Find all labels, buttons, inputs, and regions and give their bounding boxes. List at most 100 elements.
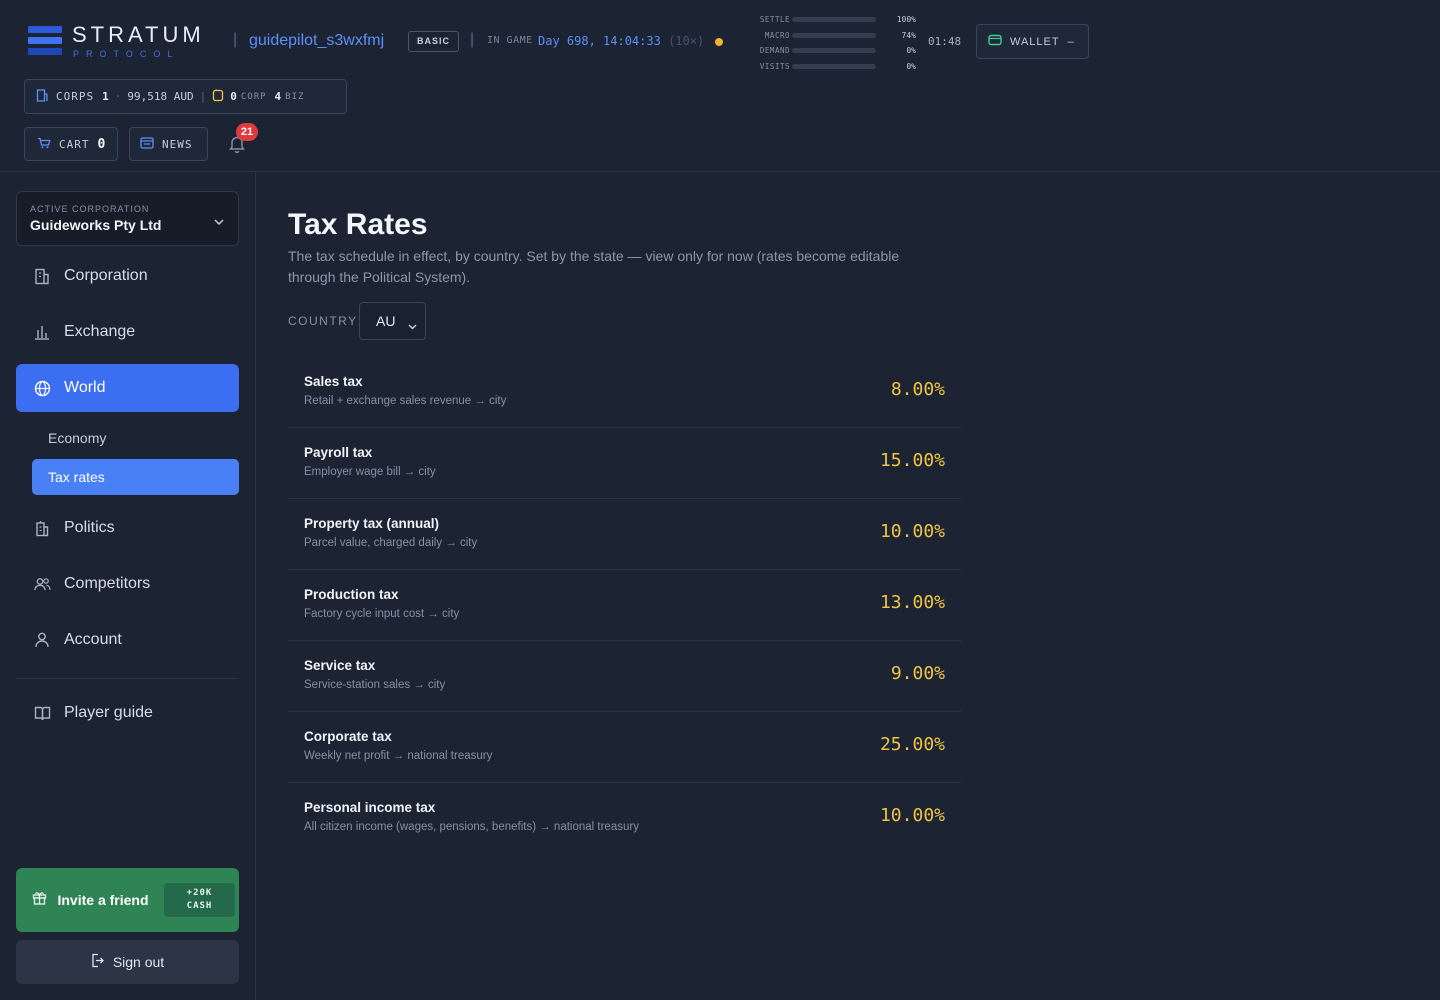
sign-out-icon <box>91 953 104 971</box>
sidebar-item-corporation[interactable]: Corporation <box>16 252 239 300</box>
tax-rate: 10.00% <box>879 521 945 542</box>
sidebar-item-label: Exchange <box>64 323 136 340</box>
tax-name: Payroll tax <box>304 445 373 460</box>
biz-token-count: 4 <box>274 90 282 103</box>
sidebar-item-label: World <box>64 379 106 396</box>
active-corporation-caption: ACTIVE CORPORATION <box>30 204 150 214</box>
meter-label: DEMAND <box>759 46 790 56</box>
tax-row-property: Property tax (annual) Parcel value, char… <box>288 499 961 570</box>
news-icon <box>140 136 154 152</box>
globe-icon <box>33 379 51 397</box>
tax-description: All citizen income (wages, pensions, ben… <box>304 821 639 833</box>
logo-subtitle: PROTOCOL <box>73 49 180 59</box>
tax-name: Service tax <box>304 658 376 673</box>
sidebar-item-player-guide[interactable]: Player guide <box>16 689 239 737</box>
sidebar-item-label: Corporation <box>64 267 148 284</box>
account-stats: CORPS 1 · 99,518 AUD | 0 CORP 4 BIZ <box>24 79 347 114</box>
wallet-value: – <box>1067 35 1075 48</box>
meter-demand: DEMAND 0% <box>748 43 918 59</box>
news-button[interactable]: NEWS <box>129 127 208 161</box>
header-divider: | <box>470 31 475 48</box>
tax-row-service: Service tax Service-station sales → city… <box>288 641 961 712</box>
session-clock: 01:48 <box>928 35 962 48</box>
active-corporation-select[interactable]: ACTIVE CORPORATION Guideworks Pty Ltd <box>16 191 239 246</box>
building-icon <box>33 267 51 285</box>
tax-rate: 25.00% <box>879 734 945 755</box>
wallet-icon <box>988 34 1002 49</box>
meter-value: 0% <box>906 46 916 56</box>
sidebar-item-label: Account <box>64 631 122 648</box>
live-status-dot <box>715 38 723 46</box>
tax-name: Production tax <box>304 587 399 602</box>
book-icon <box>33 704 51 722</box>
meter-settle: SETTLE 100% <box>748 12 918 28</box>
sidebar-item-competitors[interactable]: Competitors <box>16 560 239 608</box>
cart-button[interactable]: CART 0 <box>24 127 118 161</box>
sidebar-item-label: Politics <box>64 519 115 536</box>
game-time: Day 698, 14:04:33 (10×) <box>538 34 705 48</box>
country-label: COUNTRY <box>288 314 358 328</box>
sidebar-subitem-economy[interactable]: Economy <box>32 420 239 456</box>
corps-icon <box>36 88 48 105</box>
cart-label: CART <box>59 137 90 151</box>
tax-description: Retail + exchange sales revenue → city <box>304 395 507 407</box>
news-label: NEWS <box>162 137 193 151</box>
users-icon <box>33 575 51 593</box>
meter-visits: VISITS 0% <box>748 59 918 75</box>
cart-icon <box>37 137 51 152</box>
top-header: STRATUM PROTOCOL | guidepilot_s3wxfmj BA… <box>0 0 1440 172</box>
sign-out-button[interactable]: Sign out <box>16 940 239 984</box>
meter-value: 100% <box>896 15 916 25</box>
corps-count: 1 <box>102 90 109 103</box>
sidebar-item-politics[interactable]: Politics <box>16 504 239 552</box>
plan-badge: BASIC <box>408 31 460 52</box>
meter-label: MACRO <box>764 30 790 40</box>
tax-rate-list: Sales tax Retail + exchange sales revenu… <box>288 357 961 854</box>
biz-token-label: BIZ <box>285 91 305 102</box>
tax-row-personal-income: Personal income tax All citizen income (… <box>288 783 961 854</box>
country-select[interactable]: AU <box>359 302 426 340</box>
meter-label: SETTLE <box>759 15 790 25</box>
sidebar: ACTIVE CORPORATION Guideworks Pty Ltd Co… <box>0 173 256 1000</box>
chevron-down-icon <box>214 213 224 231</box>
tax-rate: 9.00% <box>890 663 945 684</box>
stratum-logo[interactable]: STRATUM PROTOCOL <box>28 24 205 59</box>
invite-friend-button[interactable]: Invite a friend +20K CASH <box>16 868 239 932</box>
sidebar-item-label: Player guide <box>64 704 153 721</box>
wallet-button[interactable]: WALLET – <box>976 24 1089 59</box>
chevron-down-icon <box>408 317 417 333</box>
sidebar-subitem-label: Economy <box>48 430 107 446</box>
corps-label: CORPS <box>56 90 95 103</box>
invite-friend-label: Invite a friend <box>57 892 149 908</box>
sidebar-item-exchange[interactable]: Exchange <box>16 308 239 356</box>
meter-value: 74% <box>901 30 916 40</box>
sidebar-item-account[interactable]: Account <box>16 616 239 664</box>
tax-description: Factory cycle input cost → city <box>304 608 460 620</box>
tax-rate: 13.00% <box>879 592 945 613</box>
token-icon <box>212 89 224 105</box>
bar-chart-icon <box>33 323 51 341</box>
gift-icon <box>32 890 48 910</box>
corp-token-label: CORP <box>240 91 267 102</box>
corp-token-count: 0 <box>230 90 237 103</box>
tax-row-sales: Sales tax Retail + exchange sales revenu… <box>288 357 961 428</box>
government-icon <box>33 519 51 537</box>
tax-description: Weekly net profit → national treasury <box>304 750 493 762</box>
logo-mark-icon <box>28 26 62 56</box>
notification-count-badge: 21 <box>236 123 258 141</box>
ingame-label: IN GAME <box>487 35 533 46</box>
main-content: Tax Rates The tax schedule in effect, by… <box>257 173 1440 1000</box>
tax-row-production: Production tax Factory cycle input cost … <box>288 570 961 641</box>
active-corporation-name: Guideworks Pty Ltd <box>30 217 162 233</box>
sidebar-item-label: Competitors <box>64 575 151 592</box>
tax-name: Sales tax <box>304 374 363 389</box>
username-link[interactable]: guidepilot_s3wxfmj <box>249 32 385 49</box>
tax-row-corporate: Corporate tax Weekly net profit → nation… <box>288 712 961 783</box>
wallet-label: WALLET <box>1010 35 1060 48</box>
tax-description: Service-station sales → city <box>304 679 446 691</box>
tax-name: Personal income tax <box>304 800 436 815</box>
sidebar-item-world[interactable]: World <box>16 364 239 412</box>
page-title: Tax Rates <box>288 208 428 241</box>
meter-label: VISITS <box>759 61 790 71</box>
sidebar-subitem-tax-rates[interactable]: Tax rates <box>32 459 239 495</box>
